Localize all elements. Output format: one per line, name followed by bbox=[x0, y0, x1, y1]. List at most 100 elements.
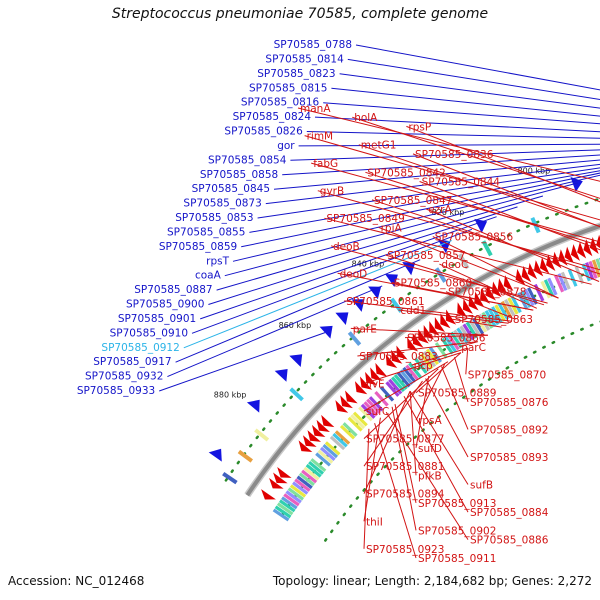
left-gene-label: gor bbox=[277, 140, 295, 152]
right-gene-label: parE bbox=[353, 323, 377, 335]
right-gene-label: SP70585_0884 bbox=[470, 507, 549, 519]
right-gene-label: SP70585_0886 bbox=[470, 535, 549, 547]
forward-cds-arrow bbox=[396, 345, 408, 360]
right-leader-line bbox=[415, 363, 446, 421]
cog-feature-block bbox=[440, 337, 454, 355]
forward-cds-arrow bbox=[539, 257, 550, 274]
cog-feature-block bbox=[503, 299, 516, 317]
left-gene-label: SP70585_0910 bbox=[110, 327, 188, 339]
forward-cds-arrow bbox=[577, 241, 587, 259]
forward-cds-arrow bbox=[391, 349, 403, 364]
cog-feature-block bbox=[462, 323, 475, 341]
reverse-strand-track bbox=[208, 177, 583, 462]
cog-feature-block bbox=[374, 391, 389, 407]
right-gene-label: SP70585_0842 bbox=[367, 167, 445, 179]
cog-feature-block bbox=[308, 460, 325, 475]
right-gene-label: SP70585_0889 bbox=[418, 388, 496, 400]
right-gene-label: SP70585_0844 bbox=[422, 177, 501, 189]
right-gene-label: sufD bbox=[418, 443, 442, 455]
left-gene-label: SP70585_0932 bbox=[85, 371, 163, 383]
left-leader-line bbox=[314, 116, 600, 133]
reverse-cds-arrow bbox=[246, 399, 260, 413]
left-leader-line bbox=[273, 159, 600, 190]
right-gene-label: SP70585_0847 bbox=[374, 195, 452, 207]
cog-feature-block bbox=[278, 499, 296, 513]
left-gene-label: SP70585_0853 bbox=[175, 212, 253, 224]
left-gene-label: SP70585_0816 bbox=[241, 97, 320, 109]
left-gene-label: SP70585_0855 bbox=[167, 226, 245, 238]
cog-feature-block bbox=[405, 364, 420, 381]
cog-feature-block bbox=[471, 317, 485, 335]
right-leader-line bbox=[385, 411, 469, 540]
right-gene-label: deoD bbox=[340, 268, 368, 280]
left-gene-label: coaA bbox=[195, 270, 222, 282]
cog-feature-block bbox=[366, 398, 381, 414]
outer-feature-mark bbox=[347, 331, 362, 346]
right-gene-label: SP70585_0866 bbox=[407, 333, 486, 345]
cog-feature-block bbox=[334, 430, 351, 445]
right-gene-label: SP70585_0894 bbox=[366, 489, 445, 501]
left-gene-label: SP70585_0823 bbox=[257, 68, 335, 80]
cog-feature-block bbox=[523, 288, 535, 307]
left-leader-line bbox=[232, 174, 600, 262]
forward-cds-arrow bbox=[564, 246, 574, 264]
right-gene-label: pcp bbox=[414, 360, 433, 372]
right-gene-label: SP70585_0876 bbox=[470, 397, 549, 409]
right-leader-line bbox=[452, 318, 502, 328]
right-leader-line bbox=[311, 162, 600, 243]
left-leader-line bbox=[323, 102, 600, 125]
right-leader-line bbox=[385, 254, 545, 306]
right-leader-line bbox=[412, 153, 600, 228]
cog-color-track bbox=[272, 257, 600, 522]
right-leader-line bbox=[415, 352, 462, 394]
forward-cds-arrow bbox=[345, 390, 358, 404]
cog-feature-block bbox=[419, 353, 434, 370]
cog-feature-block bbox=[408, 362, 422, 379]
cog-feature-block bbox=[296, 475, 313, 490]
right-gene-label: rpiA bbox=[381, 222, 403, 234]
forward-cds-arrow bbox=[423, 325, 435, 340]
cog-feature-block bbox=[446, 333, 460, 351]
cog-feature-block bbox=[468, 319, 481, 337]
left-leader-line bbox=[298, 143, 600, 147]
right-gene-label: SP70585_0911 bbox=[418, 553, 496, 565]
forward-cds-arrow bbox=[527, 262, 538, 280]
right-gene-label: ilvE bbox=[366, 379, 385, 391]
right-leader-line bbox=[344, 300, 513, 322]
reverse-cds-arrow bbox=[319, 325, 333, 339]
left-gene-label: SP70585_0901 bbox=[118, 313, 196, 325]
right-gene-label: deoC bbox=[441, 259, 468, 271]
cog-feature-block bbox=[560, 271, 571, 290]
kbp-tick-label: 860 kbp bbox=[279, 321, 312, 330]
outer-feature-mark bbox=[222, 471, 238, 485]
kbp-tick-label: 800 kbp bbox=[518, 167, 551, 176]
cog-feature-block bbox=[301, 469, 318, 484]
forward-cds-arrow bbox=[277, 467, 292, 478]
right-gene-label: SP70585_0923 bbox=[366, 544, 444, 556]
cog-feature-block bbox=[324, 441, 341, 456]
cog-feature-block bbox=[497, 302, 510, 320]
right-gene-label: SP70585_0860 bbox=[394, 278, 472, 290]
cog-feature-block bbox=[547, 277, 558, 296]
right-gene-label: SP70585_0863 bbox=[455, 314, 533, 326]
right-gene-label: SP70585_0878 bbox=[448, 287, 526, 299]
right-leader-line bbox=[371, 199, 600, 275]
right-leader-line bbox=[425, 378, 469, 458]
forward-cds-arrow bbox=[558, 249, 568, 266]
left-leader-line bbox=[175, 259, 421, 363]
right-leader-line bbox=[411, 347, 468, 366]
cog-feature-block bbox=[287, 487, 305, 501]
forward-cds-arrow bbox=[385, 354, 398, 368]
right-leader-line bbox=[317, 190, 600, 271]
right-gene-label: SP70585_0836 bbox=[415, 149, 494, 161]
reverse-cds-arrow bbox=[474, 218, 488, 234]
left-leader-line bbox=[159, 332, 326, 392]
right-gene-label: sufB bbox=[470, 480, 493, 492]
right-gene-label: gyrB bbox=[320, 186, 344, 198]
cog-feature-block bbox=[393, 373, 408, 390]
forward-cds-arrow bbox=[434, 317, 445, 332]
right-gene-label: SP70585_0861 bbox=[346, 296, 424, 308]
left-leader-line bbox=[339, 73, 600, 109]
right-leader-line bbox=[441, 366, 469, 430]
